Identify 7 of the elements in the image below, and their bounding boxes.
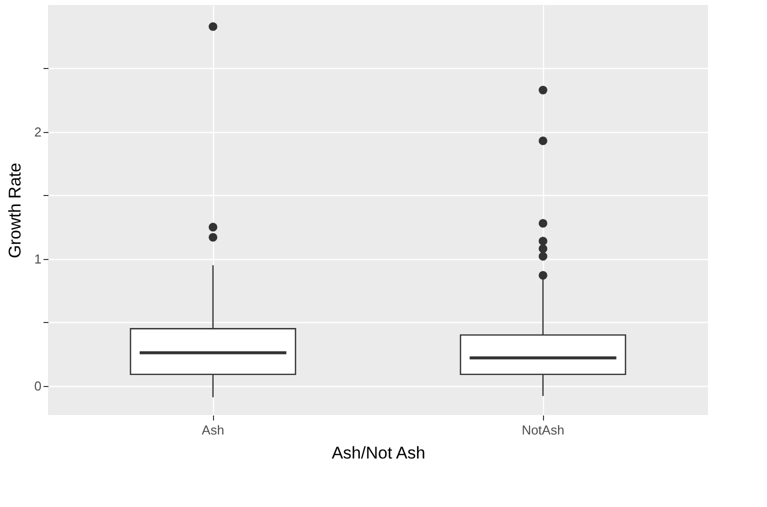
x-axis-title: Ash/Not Ash — [332, 444, 426, 462]
y-tick-label: 2 — [34, 124, 42, 140]
x-tick-label: NotAsh — [522, 422, 564, 438]
y-axis-title: Growth Rate — [5, 162, 24, 258]
y-tick-label: 0 — [34, 378, 42, 394]
y-tick-label: 1 — [34, 251, 42, 266]
x-tick-label: Ash — [202, 422, 224, 438]
